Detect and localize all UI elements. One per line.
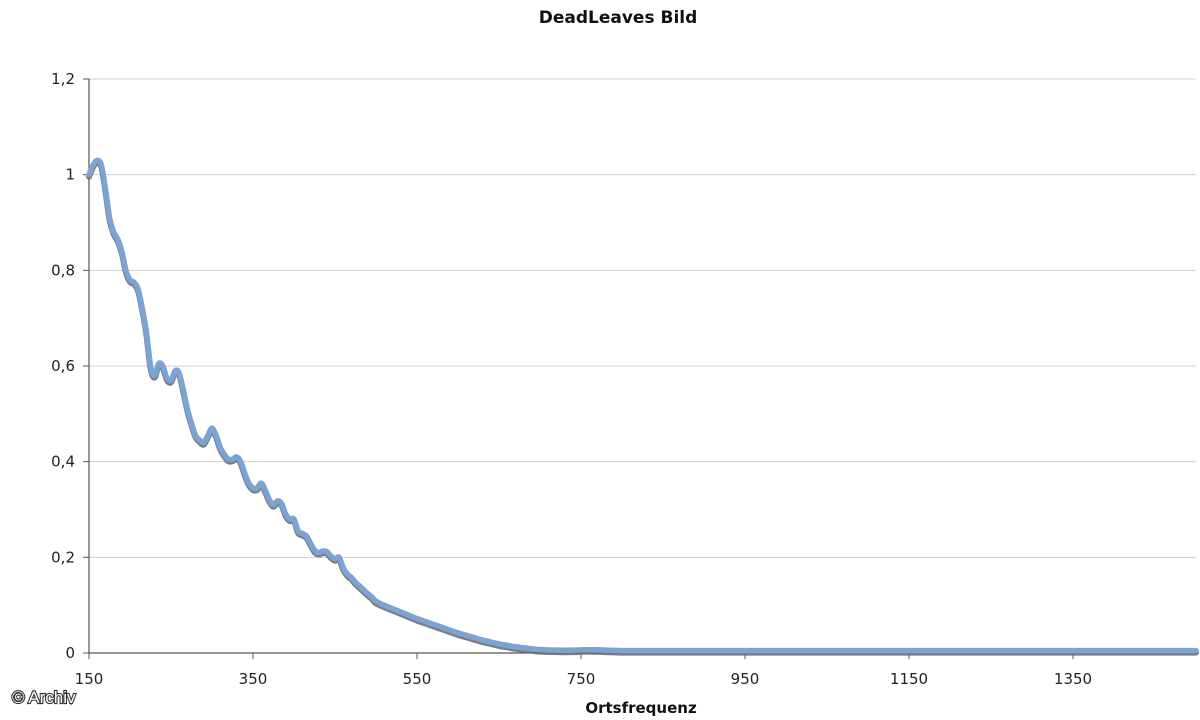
x-axis-ticks: 150 350 550 750 950 1150 1350 bbox=[75, 653, 1092, 688]
chart-title: DeadLeaves Bild bbox=[539, 8, 698, 28]
y-tick-label-3: 0,6 bbox=[51, 357, 75, 375]
y-tick-label-2: 0,4 bbox=[51, 453, 75, 471]
series-group bbox=[86, 157, 1199, 656]
x-tick-label-3: 750 bbox=[567, 670, 596, 688]
x-tick-label-0: 150 bbox=[75, 670, 104, 688]
watermark: © Archiv bbox=[12, 688, 76, 707]
x-axis-label: Ortsfrequenz bbox=[585, 699, 697, 717]
x-tick-label-5: 1150 bbox=[890, 670, 928, 688]
gridlines bbox=[89, 78, 1196, 558]
x-tick-label-2: 550 bbox=[403, 670, 432, 688]
x-tick-label-1: 350 bbox=[239, 670, 268, 688]
x-tick-label-6: 1350 bbox=[1054, 670, 1092, 688]
y-tick-label-0: 0 bbox=[65, 644, 75, 662]
series-shadow-0 bbox=[86, 159, 1199, 656]
y-tick-label-1: 0,2 bbox=[51, 548, 75, 566]
y-axis-ticks: 0 0,2 0,4 0,6 0,8 1 1,2 bbox=[51, 70, 89, 662]
y-tick-label-5: 1 bbox=[65, 166, 75, 184]
series-line-0 bbox=[86, 157, 1199, 654]
y-tick-label-6: 1,2 bbox=[51, 70, 75, 88]
y-tick-label-4: 0,8 bbox=[51, 261, 75, 279]
x-tick-label-4: 950 bbox=[731, 670, 760, 688]
